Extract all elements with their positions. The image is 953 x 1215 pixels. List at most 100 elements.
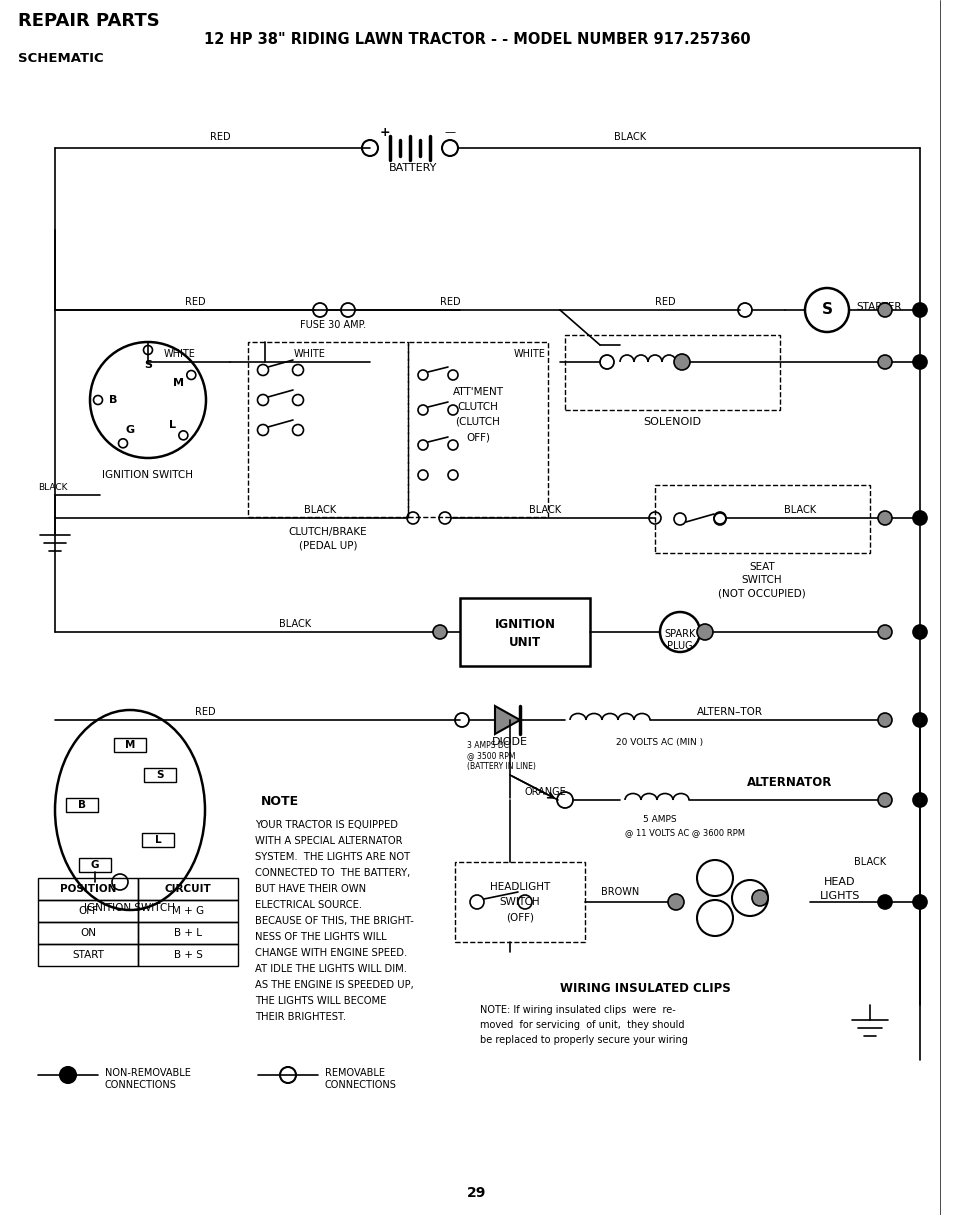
Text: B + S: B + S bbox=[173, 950, 202, 960]
Bar bbox=[79, 858, 111, 872]
Bar bbox=[248, 341, 408, 518]
Bar bbox=[455, 861, 584, 942]
Text: OFF): OFF) bbox=[465, 433, 490, 442]
Text: NOTE: NOTE bbox=[261, 795, 298, 808]
Text: CONNECTED TO  THE BATTERY,: CONNECTED TO THE BATTERY, bbox=[254, 868, 410, 878]
Text: IGNITION SWITCH: IGNITION SWITCH bbox=[102, 470, 193, 480]
Text: RED: RED bbox=[439, 296, 460, 307]
Text: REPAIR PARTS: REPAIR PARTS bbox=[18, 12, 159, 30]
Text: FUSE 30 AMP.: FUSE 30 AMP. bbox=[299, 320, 366, 330]
Circle shape bbox=[912, 625, 926, 639]
Text: NESS OF THE LIGHTS WILL: NESS OF THE LIGHTS WILL bbox=[254, 932, 386, 942]
Text: DIODE: DIODE bbox=[492, 738, 527, 747]
Text: REMOVABLE
CONNECTIONS: REMOVABLE CONNECTIONS bbox=[325, 1068, 396, 1090]
Text: THEIR BRIGHTEST.: THEIR BRIGHTEST. bbox=[254, 1012, 346, 1022]
Text: SWITCH: SWITCH bbox=[499, 897, 539, 908]
Text: S: S bbox=[144, 360, 152, 371]
Circle shape bbox=[912, 355, 926, 369]
Circle shape bbox=[877, 355, 891, 369]
Text: BLACK: BLACK bbox=[853, 857, 885, 868]
Text: (CLUTCH: (CLUTCH bbox=[456, 417, 500, 426]
Text: @ 11 VOLTS AC @ 3600 RPM: @ 11 VOLTS AC @ 3600 RPM bbox=[624, 829, 744, 837]
Text: (NOT OCCUPIED): (NOT OCCUPIED) bbox=[718, 588, 805, 598]
Circle shape bbox=[912, 512, 926, 525]
Text: SCHEMATIC: SCHEMATIC bbox=[18, 52, 104, 64]
Bar bbox=[66, 798, 98, 812]
Text: LIGHTS: LIGHTS bbox=[819, 891, 860, 902]
Circle shape bbox=[877, 625, 891, 639]
Circle shape bbox=[877, 793, 891, 807]
Text: CIRCUIT: CIRCUIT bbox=[165, 885, 212, 894]
Text: 20 VOLTS AC (MIN ): 20 VOLTS AC (MIN ) bbox=[616, 738, 702, 746]
Text: 3 AMPS DC: 3 AMPS DC bbox=[467, 740, 509, 750]
Text: BLACK: BLACK bbox=[528, 505, 560, 515]
Text: HEADLIGHT: HEADLIGHT bbox=[489, 882, 550, 892]
Circle shape bbox=[877, 713, 891, 727]
Text: (PEDAL UP): (PEDAL UP) bbox=[298, 539, 356, 550]
Text: L: L bbox=[169, 419, 176, 430]
Circle shape bbox=[912, 713, 926, 727]
Text: moved  for servicing  of unit,  they should: moved for servicing of unit, they should bbox=[479, 1021, 684, 1030]
Bar bbox=[113, 738, 146, 752]
Circle shape bbox=[433, 625, 447, 639]
Bar bbox=[38, 900, 138, 922]
Text: AT IDLE THE LIGHTS WILL DIM.: AT IDLE THE LIGHTS WILL DIM. bbox=[254, 963, 407, 974]
Text: BLACK: BLACK bbox=[304, 505, 335, 515]
Bar bbox=[38, 944, 138, 966]
Text: CLUTCH/BRAKE: CLUTCH/BRAKE bbox=[289, 527, 367, 537]
Text: RED: RED bbox=[654, 296, 675, 307]
Text: POSITION: POSITION bbox=[60, 885, 116, 894]
Text: WHITE: WHITE bbox=[294, 349, 326, 358]
Bar bbox=[459, 598, 589, 666]
Text: IGNITION: IGNITION bbox=[494, 617, 555, 631]
Text: 12 HP 38" RIDING LAWN TRACTOR - - MODEL NUMBER 917.257360: 12 HP 38" RIDING LAWN TRACTOR - - MODEL … bbox=[204, 32, 749, 47]
Circle shape bbox=[877, 895, 891, 909]
Text: SWITCH: SWITCH bbox=[740, 575, 781, 584]
Text: BLACK: BLACK bbox=[614, 132, 645, 142]
Text: WIRING INSULATED CLIPS: WIRING INSULATED CLIPS bbox=[559, 982, 730, 995]
Text: RED: RED bbox=[194, 707, 215, 717]
Text: @ 3500 RPM: @ 3500 RPM bbox=[467, 752, 515, 761]
Text: RED: RED bbox=[210, 132, 230, 142]
Text: M + G: M + G bbox=[172, 906, 204, 916]
Text: G: G bbox=[126, 425, 135, 435]
Text: G: G bbox=[91, 860, 99, 870]
Text: CHANGE WITH ENGINE SPEED.: CHANGE WITH ENGINE SPEED. bbox=[254, 948, 407, 957]
Circle shape bbox=[912, 895, 926, 909]
Text: +: + bbox=[379, 125, 390, 139]
Bar bbox=[408, 341, 547, 518]
Text: (BATTERY IN LINE): (BATTERY IN LINE) bbox=[467, 763, 536, 772]
Bar bbox=[138, 944, 237, 966]
Circle shape bbox=[877, 303, 891, 317]
Text: CLUTCH: CLUTCH bbox=[457, 402, 497, 412]
Text: BROWN: BROWN bbox=[600, 887, 639, 897]
Bar bbox=[38, 922, 138, 944]
Text: M: M bbox=[125, 740, 135, 750]
Text: be replaced to properly secure your wiring: be replaced to properly secure your wiri… bbox=[479, 1035, 687, 1045]
Text: B: B bbox=[109, 395, 117, 405]
Text: NOTE: If wiring insulated clips  were  re-: NOTE: If wiring insulated clips were re- bbox=[479, 1005, 675, 1015]
Text: (OFF): (OFF) bbox=[505, 912, 534, 922]
Text: ATT'MENT: ATT'MENT bbox=[452, 388, 503, 397]
Text: SEAT: SEAT bbox=[748, 563, 774, 572]
Text: BLACK: BLACK bbox=[783, 505, 815, 515]
Text: M: M bbox=[172, 378, 184, 388]
Text: ELECTRICAL SOURCE.: ELECTRICAL SOURCE. bbox=[254, 900, 362, 910]
Circle shape bbox=[877, 512, 891, 525]
Text: THE LIGHTS WILL BECOME: THE LIGHTS WILL BECOME bbox=[254, 996, 386, 1006]
Circle shape bbox=[912, 793, 926, 807]
Text: ALTERNATOR: ALTERNATOR bbox=[746, 775, 832, 789]
Bar bbox=[138, 878, 237, 900]
Text: START: START bbox=[72, 950, 104, 960]
Bar bbox=[142, 833, 173, 847]
Text: SOLENOID: SOLENOID bbox=[642, 417, 700, 426]
Text: WHITE: WHITE bbox=[514, 349, 545, 358]
Text: BLACK: BLACK bbox=[278, 618, 311, 629]
Text: —: — bbox=[444, 128, 456, 137]
Text: S: S bbox=[156, 770, 164, 780]
Text: 29: 29 bbox=[467, 1186, 486, 1200]
Polygon shape bbox=[495, 706, 519, 734]
Text: PLUG: PLUG bbox=[666, 642, 692, 651]
Text: NON-REMOVABLE
CONNECTIONS: NON-REMOVABLE CONNECTIONS bbox=[105, 1068, 191, 1090]
Text: BLACK: BLACK bbox=[38, 484, 68, 492]
